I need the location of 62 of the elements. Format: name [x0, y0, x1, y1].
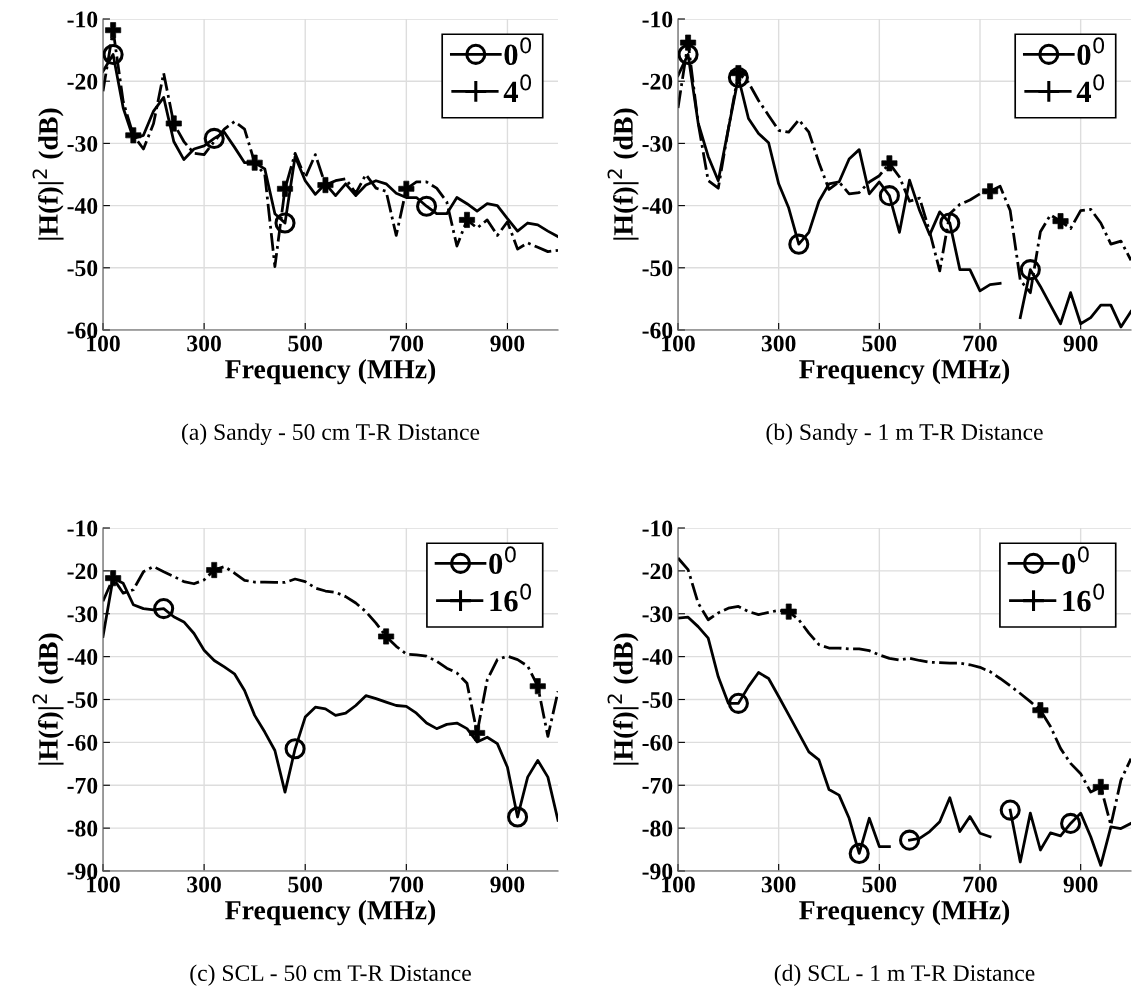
- legend-label: 16$^{0}$: [1063, 583, 1105, 612]
- x-tick-label: 900: [490, 335, 525, 352]
- legend-label: 0$^{0}$: [489, 546, 516, 575]
- y-tick-label: -10: [642, 520, 673, 537]
- y-tick-label: -50: [67, 260, 98, 277]
- legend-label: 0$^{0}$: [1062, 546, 1089, 575]
- y-tick-label: -20: [642, 563, 673, 580]
- y-tick-label: -50: [642, 691, 673, 708]
- y-axis-title: |H(f)|$^{2}$ (dB): [32, 108, 64, 240]
- y-tick-label: -80: [642, 820, 673, 837]
- x-tick-label: 500: [288, 335, 323, 352]
- x-tick-label: 500: [288, 876, 323, 893]
- x-axis-title: Frequency (MHz): [799, 359, 1010, 385]
- x-tick-label: 900: [1063, 335, 1098, 352]
- x-tick-label: 300: [761, 335, 796, 352]
- legend-label: 4$^{0}$: [1076, 74, 1105, 102]
- y-tick-label: -10: [67, 11, 98, 28]
- x-tick-label: 500: [862, 876, 897, 893]
- y-tick-label: -20: [67, 563, 98, 580]
- legend-label: 0$^{0}$: [1077, 37, 1105, 66]
- y-tick-label: -30: [67, 135, 98, 152]
- y-axis-title: |H(f)|$^{2}$ (dB): [32, 633, 64, 765]
- text: (b) Sandy - 1 m T-R Distance: [766, 423, 1043, 445]
- x-tick-label: 300: [761, 876, 796, 893]
- x-tick-label: 900: [490, 876, 525, 893]
- x-tick-label: 900: [1063, 876, 1098, 893]
- y-tick-label: -60: [67, 734, 98, 751]
- x-tick-label: 300: [187, 335, 221, 352]
- y-tick-label: -60: [642, 734, 673, 751]
- y-tick-label: -30: [642, 606, 673, 623]
- y-tick-label: -10: [642, 11, 673, 28]
- x-tick-label: 700: [389, 876, 424, 893]
- text: (c) SCL - 50 cm T-R Distance: [190, 964, 471, 986]
- y-tick-label: -70: [642, 777, 673, 794]
- y-tick-label: -40: [67, 198, 98, 215]
- y-tick-label: -20: [67, 73, 98, 90]
- y-tick-label: -30: [642, 135, 673, 152]
- y-axis-title: |H(f)|$^{2}$ (dB): [607, 633, 639, 765]
- y-tick-label: -80: [67, 820, 98, 837]
- y-tick-label: -30: [67, 606, 98, 623]
- y-tick-label: -40: [67, 649, 98, 666]
- x-axis-title: Frequency (MHz): [799, 900, 1010, 926]
- y-tick-label: -50: [67, 691, 98, 708]
- x-tick-label: 700: [963, 876, 997, 893]
- x-tick-label: 700: [963, 335, 997, 352]
- y-axis-title: |H(f)|$^{2}$ (dB): [607, 108, 639, 240]
- y-tick-label: -20: [642, 73, 673, 90]
- y-tick-label: -70: [67, 777, 98, 794]
- x-tick-label: 500: [862, 335, 897, 352]
- text: (a) Sandy - 50 cm T-R Distance: [182, 423, 480, 445]
- x-tick-label: 700: [389, 335, 424, 352]
- y-tick-label: -50: [642, 260, 673, 277]
- y-tick-label: -40: [642, 649, 673, 666]
- x-tick-label: 300: [187, 876, 221, 893]
- legend-label: 0$^{0}$: [504, 37, 532, 66]
- text: (d) SCL - 1 m T-R Distance: [774, 964, 1035, 986]
- y-tick-label: -10: [67, 520, 98, 537]
- y-tick-label: -40: [642, 198, 673, 215]
- legend-label: 16$^{0}$: [490, 583, 532, 612]
- x-axis-title: Frequency (MHz): [225, 900, 436, 926]
- legend-label: 4$^{0}$: [503, 74, 532, 102]
- x-axis-title: Frequency (MHz): [225, 359, 436, 385]
